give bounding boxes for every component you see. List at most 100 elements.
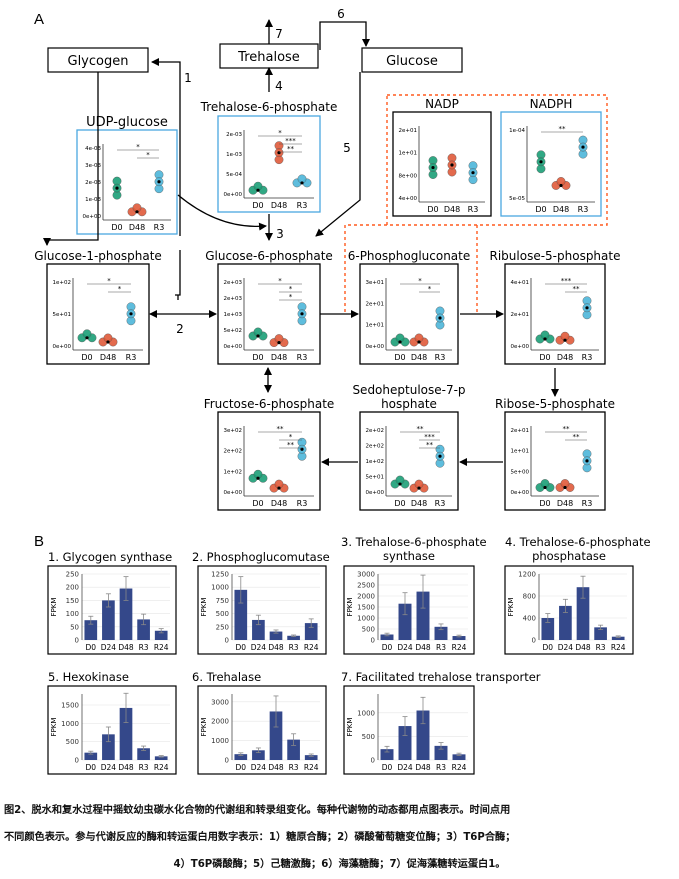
enzyme-number-1: 1 xyxy=(184,71,192,85)
significance-label: * xyxy=(418,277,422,285)
x-tick-d0: D0 xyxy=(394,353,405,362)
bar-chart-title: 2. Phosphoglucomutase xyxy=(192,550,330,564)
node-glycogen: Glycogen xyxy=(47,47,149,73)
mean-marker xyxy=(539,160,543,164)
y-tick-label: 5e+00 xyxy=(511,469,530,475)
y-tick-label: 0 xyxy=(225,637,229,645)
significance-label: * xyxy=(278,129,282,137)
x-tick-d24: D24 xyxy=(251,643,267,652)
bar-d0 xyxy=(234,754,248,760)
dot-plot-glucose-1-phosphate: Glucose-1-phosphate 1e+02 5e+01 0e+00 D0 D48 R… xyxy=(34,249,162,365)
bar-chart-title: 7. Facilitated trehalose transporter xyxy=(341,670,541,684)
mean-marker xyxy=(157,180,161,184)
bar-charts: 1. Glycogen synthase FPKM 0 50 100 150 200 250 D… xyxy=(47,535,651,775)
x-tick-d24: D24 xyxy=(397,763,413,772)
x-tick-r24: R24 xyxy=(611,643,626,652)
dot-plots: UDP-glucose 4e-03 3e-03 2e-03 1e-03 0e+00 D0 D4… xyxy=(34,97,620,511)
x-tick-d48: D48 xyxy=(444,205,460,214)
mean-marker xyxy=(135,210,139,214)
x-tick-d48: D48 xyxy=(415,643,431,652)
glucose-label: Glucose xyxy=(386,54,438,69)
y-tick-label: 0e+00 xyxy=(366,344,385,350)
y-tick-label: 1500 xyxy=(357,604,375,612)
y-tick-label: 1e-03 xyxy=(85,197,101,203)
mean-marker xyxy=(115,186,119,190)
trehalose-label: Trehalose xyxy=(237,50,300,65)
bar-r3 xyxy=(287,739,300,760)
significance-label: * xyxy=(278,277,282,285)
y-tick-label: 500 xyxy=(216,610,229,618)
y-tick-label: 3e-03 xyxy=(85,163,101,169)
y-axis-label: FPKM xyxy=(200,598,208,617)
bar-chart-2: 2. Phosphoglucomutase FPKM 0 250 500 750 1000 1… xyxy=(192,550,330,655)
x-tick-d48: D48 xyxy=(553,205,569,214)
mean-marker xyxy=(543,485,547,490)
y-tick-label: 2e+01 xyxy=(399,128,418,134)
y-tick-label: 500 xyxy=(66,738,79,746)
x-tick-d48: D48 xyxy=(411,499,427,508)
x-tick-d0: D0 xyxy=(543,643,554,652)
mean-marker xyxy=(106,340,110,344)
y-tick-label: 250 xyxy=(66,571,79,579)
y-tick-label: 750 xyxy=(216,597,229,605)
bar-chart-title: 4. Trehalose-6-phosphate xyxy=(505,535,651,549)
y-tick-label: 0e+00 xyxy=(224,344,243,350)
x-tick-r3: R3 xyxy=(297,201,308,210)
bar-r24 xyxy=(611,636,625,640)
x-tick-d0: D0 xyxy=(535,205,546,214)
y-tick-label: 1500 xyxy=(61,702,79,710)
dot-plot-title: Fructose-6-phosphate xyxy=(204,397,335,411)
x-tick-d48: D48 xyxy=(271,499,287,508)
y-tick-label: 0e+00 xyxy=(511,490,530,496)
bar-d0 xyxy=(541,618,555,640)
y-tick-label: 500 xyxy=(362,626,375,634)
mean-marker xyxy=(563,485,567,490)
y-tick-label: 3000 xyxy=(357,571,375,579)
x-tick-r3: R3 xyxy=(436,763,446,772)
dashed-connector-left xyxy=(344,224,387,315)
y-tick-label: 4e-03 xyxy=(85,146,101,152)
y-tick-label: 1e+01 xyxy=(511,449,530,455)
figure-caption: 图2、脱水和复水过程中摇蚊幼虫碳水化合物的代谢组和转录组变化。每种代谢物的动态都… xyxy=(4,797,675,878)
bar-r3 xyxy=(137,619,150,640)
dot-plot-trehalose-6-phosphate: Trehalose-6-phosphate 2e-03 1e-03 5e-04 0e+0… xyxy=(200,100,337,213)
x-tick-r3: R3 xyxy=(139,763,149,772)
y-tick-label: 2e+01 xyxy=(511,312,530,318)
pathway-arrow xyxy=(319,21,370,50)
mean-marker xyxy=(563,338,567,342)
x-tick-d0: D0 xyxy=(236,643,247,652)
mean-marker xyxy=(398,482,402,486)
mean-marker xyxy=(585,306,589,310)
y-tick-label: 4e+01 xyxy=(511,280,530,286)
y-tick-label: 0 xyxy=(75,757,79,765)
y-tick-label: 0 xyxy=(371,637,375,645)
pathway-arrow xyxy=(43,72,99,246)
x-tick-r3: R3 xyxy=(578,205,589,214)
x-tick-d24: D24 xyxy=(397,643,413,652)
bar-r24 xyxy=(452,636,466,640)
x-tick-d0: D0 xyxy=(81,353,92,362)
bar-d48 xyxy=(576,587,590,640)
bar-d24 xyxy=(559,605,572,640)
dot-plot-nadph: NADPH 1e-04 5e-05 D0 D48 R3 ** xyxy=(500,97,602,217)
y-tick-label: 5e-05 xyxy=(509,196,525,202)
dot-plot-title: Glucose-1-phosphate xyxy=(34,249,162,263)
y-tick-label: 1000 xyxy=(211,584,229,592)
x-tick-d0: D0 xyxy=(382,763,393,772)
mean-marker xyxy=(85,336,89,340)
mean-marker xyxy=(417,486,421,490)
bar-chart-title-cont: synthase xyxy=(383,549,435,563)
x-tick-r3: R3 xyxy=(289,643,299,652)
y-axis-label: FPKM xyxy=(346,718,354,737)
y-tick-label: 2e-03 xyxy=(226,132,242,138)
y-tick-label: 2e+02 xyxy=(224,449,243,455)
mean-marker xyxy=(543,337,547,341)
significance-label: * xyxy=(136,143,140,151)
y-tick-label: 200 xyxy=(66,584,79,592)
bar-r24 xyxy=(154,756,168,760)
y-tick-label: 1000 xyxy=(211,737,229,745)
bar-d0 xyxy=(234,589,248,640)
x-tick-d48: D48 xyxy=(415,763,431,772)
y-tick-label: 0 xyxy=(532,637,536,645)
significance-label: ** xyxy=(563,425,571,433)
